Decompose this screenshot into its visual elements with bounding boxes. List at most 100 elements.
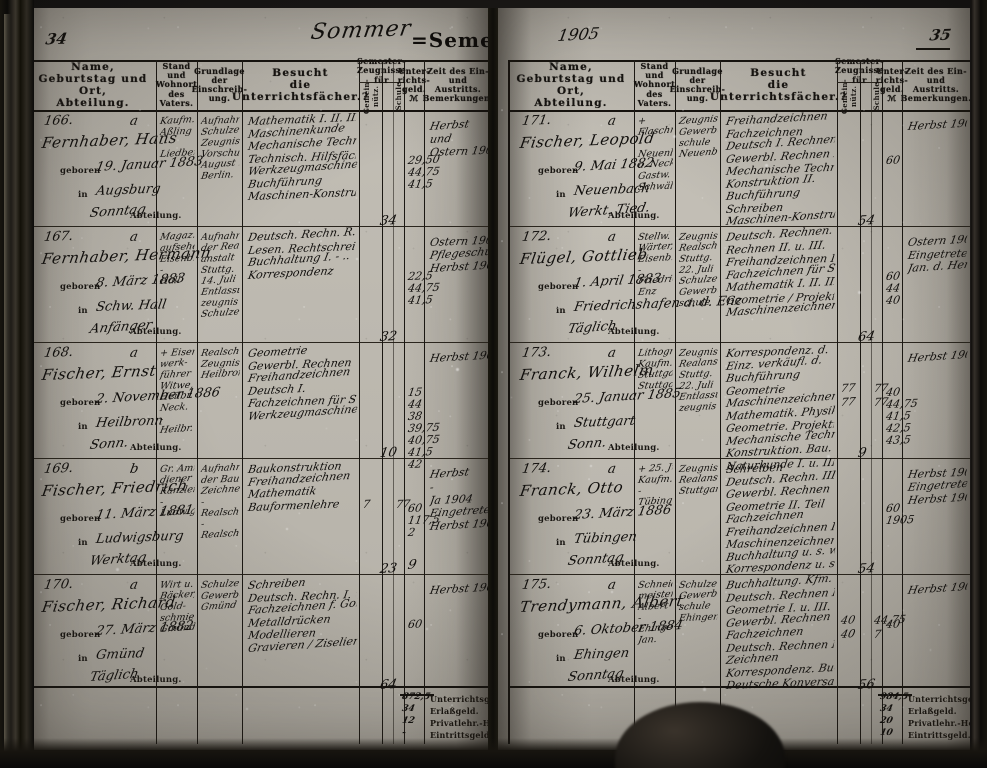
right-entry-number-171.: 171. — [520, 112, 553, 129]
row-separator — [30, 574, 488, 575]
left-class-mark-169.: b — [128, 461, 140, 477]
paper-speckle — [610, 591, 613, 594]
right-entry-fee-172.-2: 40 — [884, 293, 902, 307]
left-entry-birthplace-170.: Gmünd — [94, 646, 146, 663]
left-entry-number-170.: 170. — [42, 576, 75, 593]
paper-speckle — [827, 455, 831, 459]
certificate-subcolumn-rule — [393, 60, 394, 744]
right-entry-father-172.: Stellw. Wärter, Eisenb. - Friedrichsh. Enz — [637, 231, 674, 298]
left-entry-fee-168.-6: 42 — [406, 457, 424, 471]
left-entry-basis-169.-line: Realschule d. II. Kl. — [200, 527, 241, 541]
column-rule — [720, 60, 721, 744]
right-entry-number-172.: 172. — [520, 228, 553, 245]
left-entry-father-166.-line: Liedberg — [159, 147, 196, 160]
left-printed-in-170.: in — [78, 654, 88, 664]
right-entry-basis-173.-line: zeugnis — [678, 400, 718, 414]
paper-speckle — [857, 290, 861, 294]
left-printed-in-167.: in — [78, 306, 88, 316]
right-footer-label-0: Unterrichtsgeld. — [908, 694, 970, 704]
left-entry-basis-166.-line: Berlin. — [200, 169, 235, 182]
left-entry-remarks-167.: Ostern 1903. Pflegeschule Herbst 1905 — [429, 234, 488, 275]
left-entry-basis-167.-line: Schulzeug. — [199, 306, 241, 320]
right-col-header-name: Name, Geburtstag und Ort, Abteilung. — [508, 60, 634, 110]
right-entry-fee-total-171.: 54 — [856, 213, 877, 229]
left-printed-born-169.: geboren — [60, 514, 101, 524]
right-printed-in-175.: in — [556, 654, 566, 664]
table-top-rule — [508, 60, 970, 62]
left-footer-underline — [400, 694, 434, 696]
left-entry-birthplace-169.: Ludwigsburg — [94, 528, 185, 547]
right-entry-father-172.-line: Enz — [637, 286, 658, 298]
paper-speckle — [765, 164, 768, 167]
left-col-header-basis: Grundlage der Einschreib-ung. — [192, 60, 247, 110]
right-footer-label-3: Eintrittsgeld. — [908, 730, 970, 740]
left-printed-section-169.: Abteilung. — [130, 559, 182, 569]
right-col-header-subjects: Besucht die Unterrichtsfächer.? — [710, 60, 846, 110]
paper-speckle — [510, 397, 513, 399]
left-class-mark-167.: a — [128, 229, 140, 245]
right-entry-fee-total-172.: 64 — [856, 329, 877, 345]
right-footer-value-1: 34 — [878, 704, 894, 714]
left-footer-value-3: - — [400, 728, 407, 738]
header-printed-semester: =Semester — [411, 28, 488, 52]
left-col-header-name: Name, Geburtstag und Ort, Abteilung. — [30, 60, 156, 110]
left-col-header-remarks-text: Zeit des Ein- und Austritts. Bemerkungen. — [422, 65, 488, 104]
left-entry-section-168.: Sonn. — [88, 435, 130, 453]
right-page-number: 35 — [928, 25, 953, 45]
left-entry-basis-170.-line: Gmünd — [199, 599, 238, 613]
left-col-header-subjects: Besucht die Unterrichtsfächer.? — [232, 60, 368, 110]
right-entry-remarks-175.-line: Herbst 1905 — [906, 579, 969, 597]
left-entry-basis-168.-line: Heilbronn — [199, 367, 241, 381]
left-printed-section-168.: Abteilung. — [130, 443, 182, 453]
right-entry-basis-174.-line: Stuttgart — [678, 483, 719, 497]
left-col-header-fee-text: Unter-richts-geld. ℳ — [397, 65, 431, 104]
right-page: Name, Geburtstag und Ort, Abteilung. Stand u… — [498, 8, 970, 750]
right-entry-father-173.-line: Stuttgart — [637, 379, 674, 392]
paper-speckle — [84, 168, 86, 170]
left-entry-number-169.: 169. — [42, 460, 75, 477]
paper-speckle — [266, 128, 269, 131]
right-entry-subjects-172.: Deutsch. Rechnen. I. II. III.Rechnen II.… — [725, 225, 836, 320]
left-footer-value-0: 872,5 — [400, 692, 432, 702]
left-entry-birthplace-167.: Schw. Hall — [94, 297, 168, 315]
left-col-header-subjects-text: Besucht die Unterrichtsfächer.? — [231, 66, 370, 104]
left-col-header-father: Stand und Wohnort des Vaters. — [156, 60, 197, 110]
right-class-mark-173.: a — [606, 345, 618, 361]
left-footer-label-0: Unterrichtsgeld. — [430, 694, 488, 704]
left-footer-label-3: Eintrittsgeld. — [430, 730, 488, 740]
right-entry-fee-175.-0: 40 — [884, 617, 902, 631]
right-class-mark-171.: a — [606, 113, 618, 129]
right-entry-cert1b-175.: 40 — [839, 627, 857, 641]
left-entry-subjects-168.: Geometrie Gewerbl. Rechnen Freihandzeichne… — [247, 344, 358, 423]
left-col-header-cert-sub1-text: Gemein-nütz. — [361, 78, 380, 115]
left-entry-fee-167.-2: 41,5 — [406, 293, 434, 307]
right-entry-number-175.: 175. — [520, 576, 553, 593]
column-rule — [508, 60, 510, 744]
right-entry-remarks-171.-line: Herbst 1905 — [906, 116, 968, 133]
left-col-header-cert-sub1: Gemein-nütz. — [359, 79, 382, 114]
left-entry-birthplace-168.: Heilbronn — [94, 413, 165, 431]
left-entry-fee-169.-2: 2 — [406, 525, 417, 539]
book-cover-right-edge — [971, 0, 987, 768]
cover-glint — [4, 14, 11, 756]
right-entry-father-175.: Schneider-meister, Albert - Ehingen Jan. — [637, 579, 674, 646]
right-col-header-father: Stand und Wohnort des Vaters. — [634, 60, 675, 110]
left-class-mark-166.: a — [128, 113, 140, 129]
right-class-mark-174.: a — [606, 461, 618, 477]
column-rule — [156, 60, 157, 744]
paper-speckle — [116, 568, 119, 571]
right-entry-basis-171.-line: Neuenburg — [677, 146, 719, 160]
right-printed-born-175.: geboren — [538, 630, 579, 640]
right-page-number-underline — [916, 48, 950, 50]
column-rule — [634, 60, 635, 744]
left-printed-born-166.: geboren — [60, 166, 101, 176]
right-printed-section-174.: Abteilung. — [608, 559, 660, 569]
right-entry-number-173.: 173. — [520, 344, 553, 361]
left-entry-father-167.: Magaz. aufseher Eisenb. - Hall — [159, 230, 196, 287]
right-entry-basis-175.-line: Ehingen — [678, 611, 719, 624]
right-col-header-certificates: Semester- Zeugnisse für — [835, 57, 884, 85]
left-entry-fee-170.-0: 60 — [406, 617, 424, 631]
